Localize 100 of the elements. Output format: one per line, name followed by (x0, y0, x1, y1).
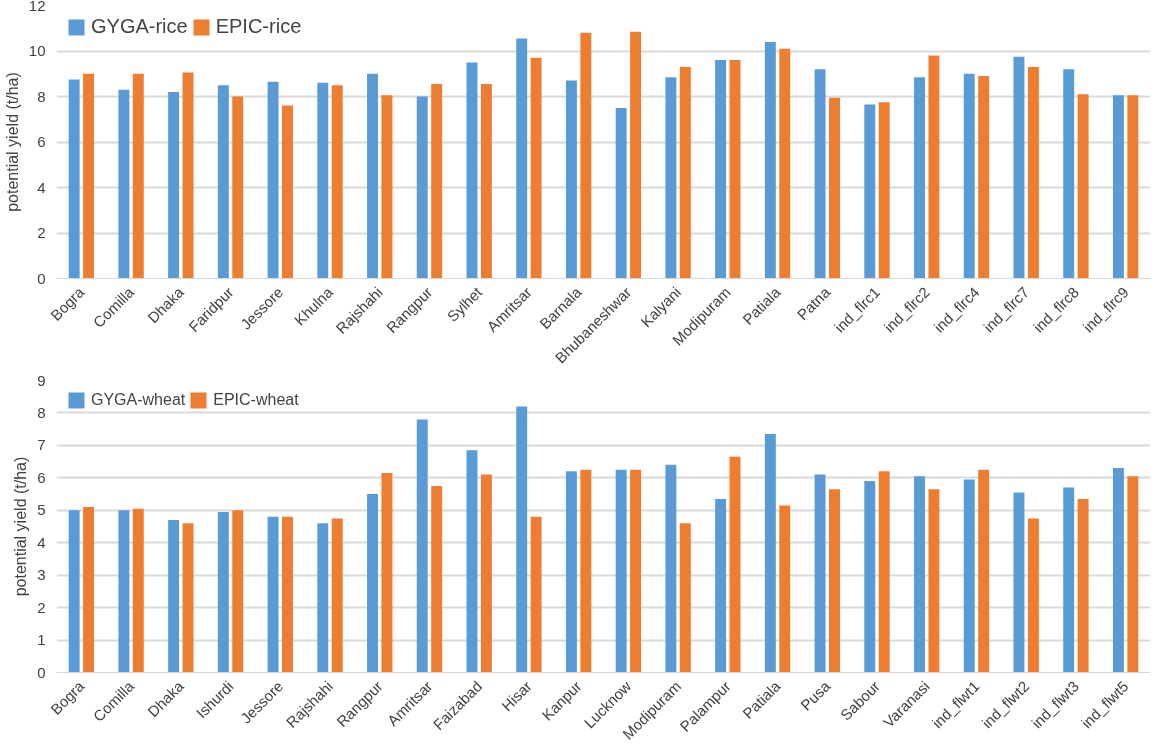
bar (132, 508, 144, 673)
bar (1063, 487, 1075, 673)
bar (1027, 66, 1039, 279)
legend-label: GYGA-rice (91, 15, 188, 38)
bar (118, 89, 130, 279)
y-tick-label: 6 (37, 133, 46, 150)
bar (182, 523, 194, 673)
bar (317, 82, 329, 279)
bar (68, 79, 80, 279)
bar (232, 96, 244, 279)
bar (864, 481, 876, 673)
bar (267, 516, 279, 673)
bar (928, 489, 940, 673)
y-tick-label: 10 (28, 42, 46, 59)
bar (928, 55, 940, 279)
y-axis-title: potential yield (t/ha) (3, 72, 21, 212)
bar (615, 469, 627, 673)
y-tick-label: 9 (37, 371, 46, 389)
y-tick-label: 2 (37, 224, 46, 241)
legend-label: EPIC-rice (215, 15, 302, 38)
y-tick-label: 12 (28, 0, 46, 14)
bar (814, 69, 826, 279)
y-tick-label: 4 (37, 178, 46, 196)
bar (331, 85, 343, 279)
bar (963, 73, 975, 279)
bar (1013, 492, 1025, 673)
bar (431, 83, 443, 279)
bar (416, 419, 428, 673)
bar (217, 511, 229, 673)
bar (83, 507, 95, 673)
y-axis-title: potential yield (t/ha) (12, 456, 30, 597)
bar (978, 76, 990, 279)
y-tick-label: 4 (37, 533, 46, 551)
bar (878, 102, 890, 279)
bar (814, 474, 826, 673)
bar (764, 41, 776, 279)
bar (630, 469, 642, 673)
bar (1013, 56, 1025, 279)
bar (431, 485, 443, 673)
bar (679, 66, 691, 279)
bar (168, 91, 180, 279)
bar (630, 31, 642, 279)
bar (83, 73, 95, 279)
bar (282, 516, 293, 673)
y-tick-label: 0 (37, 269, 46, 287)
y-tick-label: 0 (37, 663, 46, 681)
bar (864, 104, 876, 279)
bar (68, 510, 80, 673)
bar (580, 469, 592, 673)
y-tick-label: 6 (37, 468, 46, 486)
y-tick-label: 8 (37, 403, 46, 421)
bar (715, 498, 727, 673)
bar (516, 406, 528, 673)
bar (367, 73, 378, 279)
bar (381, 472, 393, 673)
bar (168, 520, 180, 673)
bar (1027, 518, 1039, 673)
y-tick-label: 8 (37, 87, 46, 105)
y-tick-label: 1 (37, 631, 46, 649)
bar (118, 510, 130, 673)
bar (914, 77, 925, 279)
bar (779, 48, 791, 279)
bar (466, 62, 478, 279)
bar (530, 516, 542, 673)
bar (914, 476, 925, 673)
bar (217, 85, 229, 279)
bar (267, 81, 279, 279)
bar (764, 434, 776, 673)
bar (679, 523, 691, 673)
bar (565, 80, 577, 279)
bar (878, 471, 890, 673)
bar (416, 96, 428, 279)
y-tick-label: 5 (37, 501, 46, 519)
bar (1127, 95, 1139, 279)
bar (1077, 94, 1089, 279)
bar (182, 72, 194, 279)
bar (1063, 69, 1075, 279)
bar (779, 505, 791, 673)
bar (963, 479, 975, 673)
bar (132, 73, 144, 279)
bar (665, 77, 677, 279)
bar (480, 474, 492, 673)
bar (367, 494, 378, 673)
legend-label: EPIC-wheat (213, 391, 299, 409)
bar (1112, 468, 1124, 673)
bar (580, 32, 592, 279)
bar (1112, 95, 1124, 279)
bar (516, 38, 528, 279)
bar (615, 107, 627, 279)
bar (466, 450, 478, 673)
y-tick-label: 7 (37, 436, 46, 454)
bar (729, 456, 741, 673)
bar (1077, 498, 1089, 673)
bar (565, 471, 577, 673)
bar (381, 95, 393, 279)
bar (530, 57, 542, 279)
bar (829, 97, 840, 279)
bar (282, 105, 293, 279)
y-tick-label: 3 (37, 566, 46, 584)
bar (829, 489, 840, 673)
